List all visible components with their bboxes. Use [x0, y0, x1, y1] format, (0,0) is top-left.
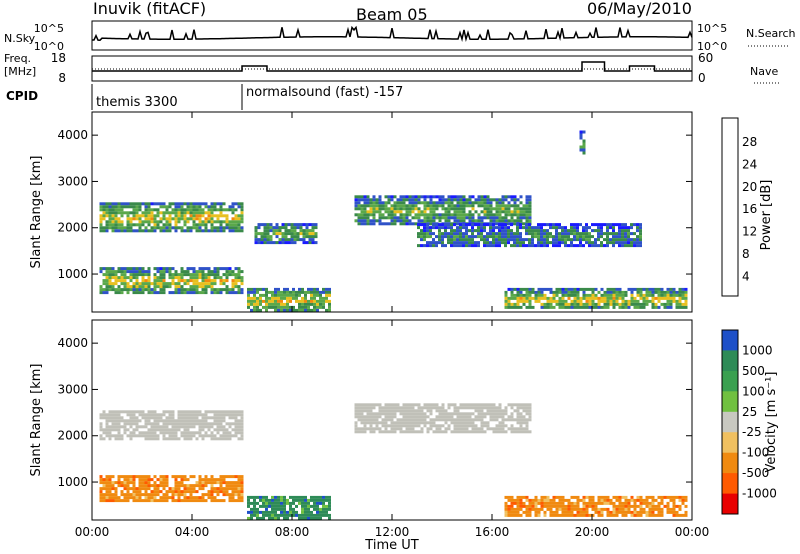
- power-cbar-tick: 16: [742, 202, 757, 216]
- velocity-cbar-swatch: [722, 452, 738, 474]
- power-panel: 4000 3000 2000 1000 Slant Range [km] 28 24 20…: [29, 111, 774, 313]
- power-band: [504, 287, 688, 309]
- cpid-row: CPID themis 3300 normalsound (fast) -157: [6, 84, 403, 110]
- ytick-label: 3000: [57, 382, 88, 396]
- velocity-yaxis: 4000 3000 2000 1000: [57, 336, 692, 489]
- nave-label: Nave: [750, 65, 778, 78]
- cpid-mode-2: normalsound (fast) -157: [246, 85, 403, 100]
- velocity-cbar-tick: 25: [742, 405, 757, 419]
- freq-label: Freq.: [4, 52, 31, 65]
- nsearch-tick-top: 10^5: [697, 22, 727, 35]
- nsearch-label: N.Search: [746, 27, 796, 40]
- nsky-tick-bottom: 10^0: [34, 40, 64, 53]
- beam-title: Beam 05: [356, 5, 428, 24]
- xtick-label: 00:00: [75, 525, 110, 539]
- power-cbar-tick: 4: [742, 269, 750, 283]
- ytick-label: 2000: [57, 429, 88, 443]
- velocity-cbar-tick: 500: [742, 364, 765, 378]
- nsky-label: N.Sky: [4, 32, 36, 45]
- velocity-cbar-tick: 1000: [742, 343, 773, 357]
- power-yaxis: 4000 3000 2000 1000: [57, 128, 692, 281]
- power-ylabel: Slant Range [km]: [29, 156, 44, 269]
- cpid-label: CPID: [6, 89, 38, 103]
- velocity-cbar-swatch: [722, 391, 738, 413]
- nsearch-tick-bottom: 10^0: [697, 40, 727, 53]
- velocity-cbar-swatch: [722, 473, 738, 494]
- nsky-panel: N.Sky 10^5 10^0 10^5 10^0 N.Search: [4, 20, 796, 53]
- ytick-label: 4000: [57, 336, 88, 350]
- velocity-band: [99, 475, 244, 503]
- velocity-cbar-label: Velocity [m s⁻¹]: [764, 372, 779, 473]
- velocity-cbar-tick: -500: [742, 466, 769, 480]
- time-axis: 00:00 04:00 08:00 12:00 16:00 20:00 00:00: [75, 112, 710, 539]
- freq-tick-top: 18: [51, 51, 66, 65]
- power-data-layer: [99, 130, 688, 312]
- ytick-label: 4000: [57, 128, 88, 142]
- nsky-frame: [91, 20, 693, 51]
- freq-tick-bottom: 8: [58, 71, 66, 85]
- xtick-label: 20:00: [575, 525, 610, 539]
- velocity-colorbar: 1000 500 100 25 -25 -100 -500 -1000: [721, 329, 777, 515]
- nave-tick-bottom: 0: [698, 71, 706, 85]
- freq-panel: Freq. [MHz] 18 8 60 0 Nave: [4, 51, 780, 85]
- velocity-ylabel: Slant Range [km]: [29, 364, 44, 477]
- velocity-band: [247, 495, 331, 520]
- time-axis-label: Time UT: [364, 538, 418, 553]
- velocity-cbar-swatch: [722, 432, 738, 454]
- velocity-panel: 4000 3000 2000 1000 Slant Range [km] 1000 50…: [29, 319, 779, 521]
- freq-trace: [92, 61, 692, 72]
- velocity-cbar-tick: -1000: [742, 487, 777, 501]
- xtick-label: 12:00: [375, 525, 410, 539]
- xtick-label: 00:00: [675, 525, 710, 539]
- ytick-label: 3000: [57, 174, 88, 188]
- power-band: [99, 202, 244, 233]
- velocity-cbar-swatch: [722, 330, 738, 351]
- velocity-cbar-swatch: [722, 411, 738, 433]
- power-cbar-tick: 12: [742, 225, 757, 239]
- nsky-tick-top: 10^5: [34, 22, 64, 35]
- xtick-label: 08:00: [275, 525, 310, 539]
- freq-unit: [MHz]: [4, 65, 36, 78]
- xtick-label: 16:00: [475, 525, 510, 539]
- power-cbar-tick: 20: [742, 180, 757, 194]
- cpid-mode-1: themis 3300: [96, 95, 178, 110]
- power-cbar-tick: 28: [742, 135, 757, 149]
- velocity-data-layer: [99, 403, 688, 520]
- power-cbar-label: Power [dB]: [759, 180, 774, 251]
- power-band: [99, 267, 244, 295]
- velocity-cbar-tick: -100: [742, 446, 769, 460]
- velocity-cbar-swatch: [722, 493, 738, 515]
- power-band: [579, 130, 586, 155]
- velocity-band: [354, 403, 532, 434]
- power-band: [417, 223, 642, 248]
- power-band: [354, 195, 532, 226]
- nsky-trace: [92, 25, 693, 43]
- power-band: [254, 223, 318, 245]
- ytick-label: 1000: [57, 475, 88, 489]
- velocity-cbar-swatch: [722, 370, 738, 392]
- velocity-band: [504, 495, 688, 517]
- velocity-band: [99, 410, 244, 441]
- power-band: [247, 287, 331, 312]
- velocity-cbar-tick: 100: [742, 384, 765, 398]
- nave-tick-top: 60: [698, 51, 713, 65]
- date-title: 06/May/2010: [587, 0, 692, 18]
- station-title: Inuvik (fitACF): [93, 0, 206, 18]
- xtick-label: 04:00: [175, 525, 210, 539]
- power-cbar-tick: 8: [742, 247, 750, 261]
- power-cbar-frame: [721, 117, 739, 297]
- ytick-label: 2000: [57, 221, 88, 235]
- velocity-cbar-frame: [721, 329, 739, 515]
- velocity-cbar-swatch: [722, 350, 738, 372]
- power-colorbar: 28 24 20 16 12 8 4: [721, 117, 757, 297]
- velocity-cbar-tick: -25: [742, 425, 762, 439]
- ytick-label: 1000: [57, 267, 88, 281]
- power-cbar-tick: 24: [742, 157, 757, 171]
